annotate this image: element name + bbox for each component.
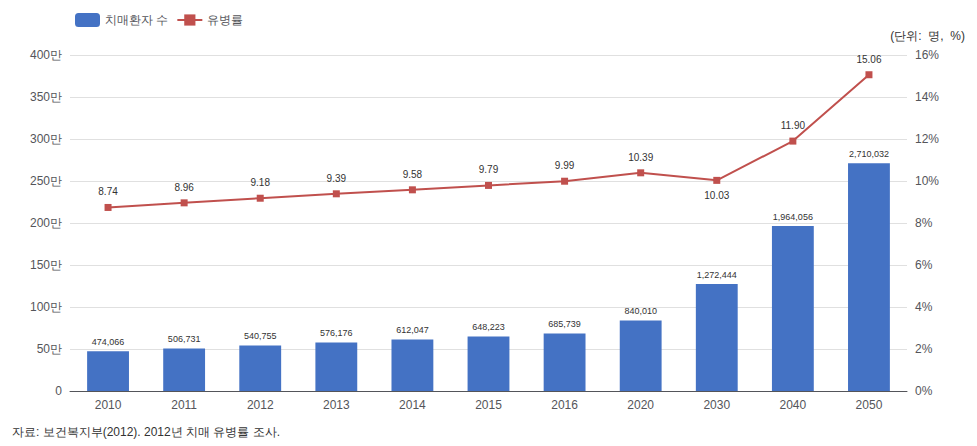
svg-text:506,731: 506,731 — [168, 334, 201, 344]
svg-text:576,176: 576,176 — [320, 328, 353, 338]
svg-text:9.79: 9.79 — [479, 164, 499, 175]
svg-text:10.39: 10.39 — [628, 152, 653, 163]
svg-text:612,047: 612,047 — [396, 325, 429, 335]
svg-text:14%: 14% — [915, 90, 939, 104]
svg-text:2,710,032: 2,710,032 — [849, 149, 889, 159]
svg-text:1,964,056: 1,964,056 — [773, 212, 813, 222]
svg-text:1,272,444: 1,272,444 — [697, 270, 737, 280]
svg-text:9.99: 9.99 — [555, 160, 575, 171]
svg-text:0%: 0% — [915, 384, 933, 398]
svg-text:15.06: 15.06 — [856, 54, 881, 65]
svg-text:12%: 12% — [915, 132, 939, 146]
svg-text:2%: 2% — [915, 342, 933, 356]
svg-text:유병률: 유병률 — [207, 13, 243, 27]
svg-text:0: 0 — [55, 384, 62, 398]
svg-text:치매환자 수: 치매환자 수 — [105, 13, 168, 27]
svg-text:2014: 2014 — [399, 398, 426, 412]
svg-text:200만: 200만 — [30, 216, 62, 230]
svg-text:2015: 2015 — [475, 398, 502, 412]
svg-text:6%: 6% — [915, 258, 933, 272]
svg-text:648,223: 648,223 — [472, 322, 505, 332]
svg-text:685,739: 685,739 — [548, 319, 581, 329]
svg-text:(단위: 명, %): (단위: 명, %) — [890, 29, 965, 43]
svg-text:2013: 2013 — [323, 398, 350, 412]
svg-text:150만: 150만 — [30, 258, 62, 272]
svg-text:540,755: 540,755 — [244, 331, 277, 341]
svg-text:9.58: 9.58 — [403, 169, 423, 180]
svg-text:8.96: 8.96 — [174, 182, 194, 193]
svg-text:자료: 보건복지부(2012). 2012년 치매 유병률: 자료: 보건복지부(2012). 2012년 치매 유병률 조사. — [12, 425, 280, 439]
svg-text:840,010: 840,010 — [624, 306, 657, 316]
svg-text:250만: 250만 — [30, 174, 62, 188]
svg-text:9.18: 9.18 — [250, 177, 270, 188]
svg-text:16%: 16% — [915, 48, 939, 62]
svg-text:2040: 2040 — [780, 398, 807, 412]
svg-text:11.90: 11.90 — [781, 120, 806, 131]
svg-text:2011: 2011 — [171, 398, 197, 412]
svg-text:2030: 2030 — [703, 398, 730, 412]
svg-text:9.39: 9.39 — [327, 173, 347, 184]
svg-text:100만: 100만 — [30, 300, 62, 314]
svg-text:2020: 2020 — [627, 398, 654, 412]
svg-text:350만: 350만 — [30, 90, 62, 104]
svg-text:50만: 50만 — [37, 342, 62, 356]
svg-text:474,066: 474,066 — [92, 337, 125, 347]
svg-text:8%: 8% — [915, 216, 933, 230]
svg-text:2010: 2010 — [95, 398, 122, 412]
svg-text:8.74: 8.74 — [98, 186, 118, 197]
svg-text:2050: 2050 — [856, 398, 883, 412]
svg-text:2016: 2016 — [551, 398, 578, 412]
svg-text:2012: 2012 — [247, 398, 274, 412]
svg-text:10%: 10% — [915, 174, 939, 188]
svg-text:400만: 400만 — [30, 48, 62, 62]
svg-text:4%: 4% — [915, 300, 933, 314]
svg-text:300만: 300만 — [30, 132, 62, 146]
svg-text:10.03: 10.03 — [704, 190, 729, 201]
